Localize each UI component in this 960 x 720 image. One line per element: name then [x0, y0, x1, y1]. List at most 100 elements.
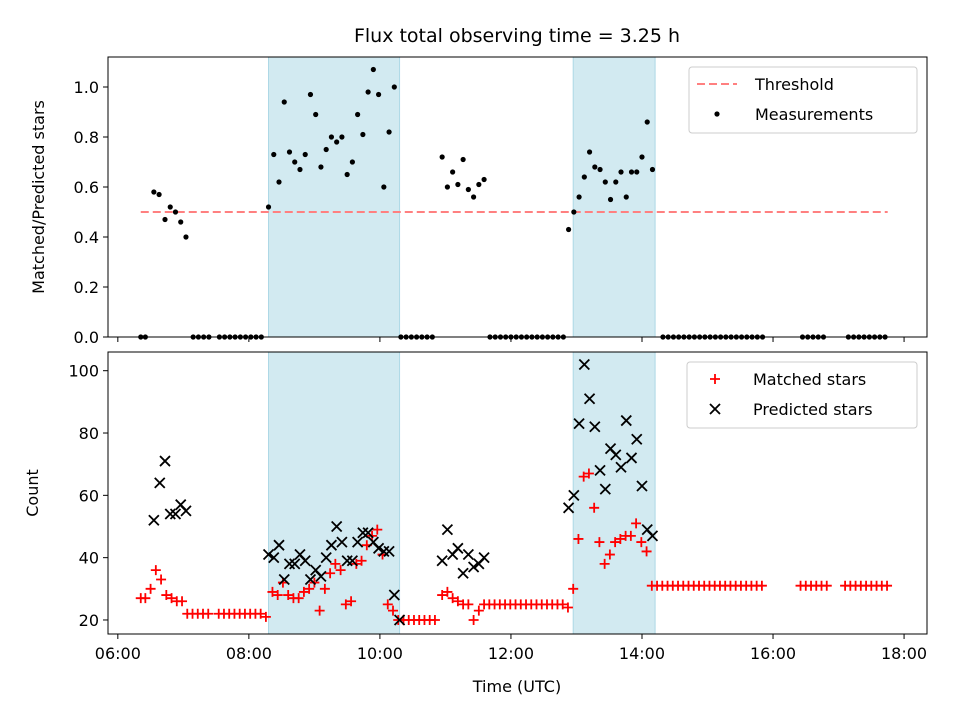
data-point [462, 548, 474, 561]
data-point [372, 524, 383, 535]
data-point [362, 527, 374, 539]
y-tick-label: 40 [79, 549, 99, 568]
data-point [150, 565, 161, 576]
y-tick-label: 100 [68, 362, 99, 381]
legend-marker [710, 374, 720, 384]
data-point [620, 414, 632, 427]
data-point [154, 477, 166, 489]
data-point [586, 149, 593, 155]
legend-label: Predicted stars [753, 400, 873, 419]
x-axis-title: Time (UTC) [472, 677, 561, 696]
data-point [594, 537, 605, 548]
data-point [335, 565, 346, 576]
data-point [164, 508, 176, 520]
data-point [468, 614, 479, 625]
data-point [604, 549, 615, 560]
legend: Threshold Measurements [688, 66, 918, 134]
data-point [262, 548, 275, 561]
data-point [145, 583, 156, 594]
data-point [592, 164, 598, 170]
data-point [370, 66, 376, 73]
y-tick-label: 0.8 [74, 128, 99, 147]
data-point [594, 464, 606, 477]
y-tick-label: 20 [79, 611, 99, 630]
y-tick-label: 1.0 [74, 78, 99, 97]
data-point [442, 586, 453, 597]
x-tick-label: 18:00 [881, 644, 927, 663]
data-point [618, 169, 624, 175]
data-point [610, 537, 621, 548]
data-point [437, 590, 448, 601]
data-point [573, 418, 585, 430]
data-point [276, 179, 282, 185]
data-point [283, 558, 296, 570]
data-point [156, 574, 167, 585]
data-point [636, 480, 648, 492]
data-point [330, 558, 341, 569]
data-point [162, 216, 168, 223]
data-point [562, 502, 575, 514]
data-point [465, 186, 471, 193]
data-point [356, 555, 367, 566]
data-point [161, 590, 172, 601]
x-tick-label: 08:00 [226, 644, 272, 663]
data-point [328, 134, 335, 140]
data-point [267, 586, 278, 597]
data-point [341, 555, 353, 567]
data-point [203, 608, 214, 619]
data-point [307, 91, 314, 98]
data-point [349, 159, 355, 165]
data-point [631, 518, 642, 529]
data-point [386, 129, 392, 135]
y-tick-label: 0.4 [74, 228, 99, 247]
y-axis-title: Matched/Predicted stars [29, 100, 48, 294]
data-point [562, 602, 573, 613]
data-point [331, 520, 343, 533]
data-point [271, 151, 277, 158]
data-point [639, 154, 645, 160]
data-point [441, 523, 454, 536]
data-point [156, 191, 162, 198]
data-point [299, 555, 311, 567]
legend-label: Matched stars [753, 370, 866, 389]
data-point [568, 489, 580, 501]
data-point [178, 219, 184, 225]
data-point [381, 184, 387, 190]
data-point [319, 583, 330, 594]
data-point [599, 558, 610, 569]
data-point [159, 455, 171, 467]
data-point [272, 590, 283, 601]
data-point [450, 169, 456, 175]
data-point [325, 539, 338, 551]
data-point [346, 555, 359, 567]
data-point [631, 433, 643, 445]
x-tick-label: 16:00 [750, 644, 796, 663]
data-point [625, 452, 638, 464]
data-point [452, 542, 464, 554]
data-point [589, 502, 600, 513]
data-point [298, 586, 309, 597]
data-point [615, 461, 627, 473]
data-point [571, 209, 577, 215]
data-point [625, 530, 636, 541]
data-point [634, 169, 640, 175]
plot-frame [107, 56, 928, 338]
data-point [304, 583, 315, 594]
data-point [583, 468, 594, 479]
data-point [172, 209, 179, 215]
data-point [151, 189, 157, 195]
x-tick-label: 12:00 [488, 644, 534, 663]
x-tick-label: 14:00 [619, 644, 665, 663]
data-point [613, 179, 619, 185]
data-point [278, 573, 290, 586]
data-point [436, 555, 448, 567]
data-point [444, 184, 450, 190]
data-point [183, 234, 189, 240]
shaded-interval [572, 56, 656, 338]
x-tick-label: 06:00 [95, 644, 141, 663]
data-point [286, 149, 293, 155]
data-point [297, 166, 303, 173]
data-point [313, 111, 319, 118]
data-point [339, 134, 345, 140]
